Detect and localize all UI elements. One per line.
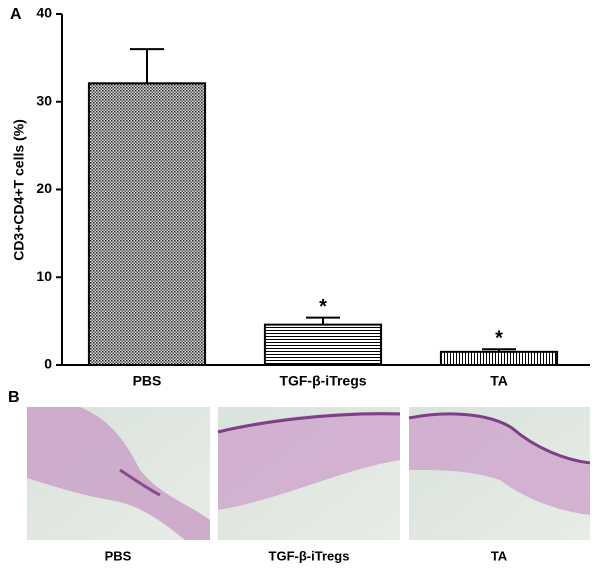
bar [439,350,559,366]
tissue [409,413,590,515]
image-caption: PBS [105,548,132,563]
histology-images [27,407,591,540]
y-tick-label: 30 [36,92,52,108]
panel-label: B [8,389,20,406]
tissue-edge [217,412,401,434]
tissue-edge [408,412,591,465]
x-tick-label: PBS [133,373,162,389]
tissue [218,411,400,510]
x-tick-label: TA [490,373,508,389]
bar [263,323,383,367]
image-caption: TGF-β-iTregs [269,548,350,563]
y-axis-label: CD3+CD4+T cells (%) [11,119,27,261]
y-tick-label: 20 [36,180,52,196]
tissue-edge [119,468,161,497]
significance-mark: * [495,327,503,349]
panel-label: A [10,6,22,23]
x-tick-label: TGF-β-iTregs [279,373,366,389]
image-caption: TA [491,548,508,563]
tissue [27,407,210,540]
y-tick-label: 0 [44,356,52,372]
y-tick-label: 10 [36,268,52,284]
significance-mark: * [319,296,327,318]
bar [87,82,207,366]
y-tick-label: 40 [36,5,52,21]
